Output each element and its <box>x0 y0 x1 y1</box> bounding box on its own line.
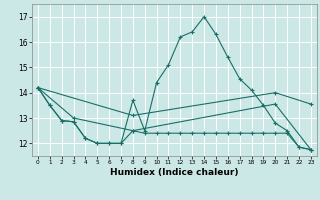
X-axis label: Humidex (Indice chaleur): Humidex (Indice chaleur) <box>110 168 239 177</box>
